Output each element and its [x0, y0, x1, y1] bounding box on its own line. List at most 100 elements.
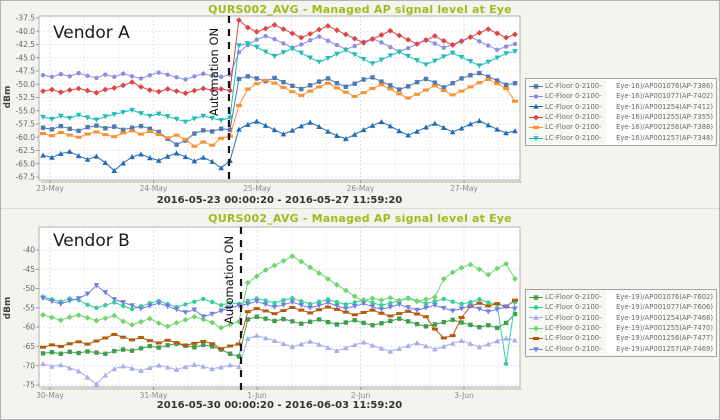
data-point [84, 132, 91, 136]
data-point [272, 37, 277, 42]
data-point [262, 122, 269, 128]
data-point [201, 71, 206, 76]
data-point [281, 297, 286, 303]
data-point [388, 44, 393, 50]
data-point [129, 125, 135, 130]
data-point [138, 76, 144, 81]
legend-marker-hrect-icon [529, 126, 543, 130]
data-point [218, 308, 224, 314]
data-point [155, 133, 162, 137]
data-point [458, 264, 465, 271]
data-point [40, 73, 46, 78]
data-point [467, 121, 474, 127]
data-point [477, 70, 482, 76]
data-point [40, 311, 46, 318]
data-point [227, 305, 233, 311]
data-point [333, 281, 340, 288]
y-tick-label: -37.5 [16, 14, 36, 23]
data-point [351, 304, 358, 310]
data-point [387, 53, 394, 59]
data-point [468, 299, 473, 305]
data-point [503, 44, 509, 49]
data-point [325, 128, 331, 134]
data-point [93, 117, 100, 123]
data-point [494, 307, 500, 313]
data-point [467, 261, 474, 268]
data-point [218, 165, 224, 171]
data-point [40, 125, 46, 130]
data-point [422, 88, 429, 92]
data-point [49, 154, 55, 160]
data-point [494, 78, 500, 83]
data-point [378, 57, 385, 63]
data-point [378, 345, 385, 351]
data-point [440, 343, 447, 349]
data-point [155, 362, 162, 368]
data-point [40, 295, 46, 302]
data-point [387, 304, 394, 310]
data-point [75, 85, 82, 92]
data-point [289, 127, 296, 133]
data-point [476, 344, 483, 350]
data-point [299, 321, 304, 326]
data-point [129, 74, 135, 79]
legend-item: LC-Floor 0-2100- Eye-19)/AP001254(AP-7468… [529, 313, 713, 323]
data-point [262, 302, 269, 308]
data-point [155, 300, 162, 307]
y-tick-label: -47.5 [16, 67, 36, 76]
data-point [458, 315, 465, 319]
data-point [405, 309, 412, 313]
data-point [333, 307, 340, 311]
data-point [334, 347, 340, 353]
data-point [111, 135, 118, 139]
data-point [378, 83, 385, 87]
data-point [352, 300, 357, 305]
data-point [458, 54, 465, 61]
data-point [325, 297, 331, 302]
data-point [405, 305, 411, 311]
data-point [290, 319, 295, 324]
data-point [156, 345, 161, 350]
data-point [85, 73, 90, 78]
legend-marker-triangle-up-icon [529, 315, 543, 321]
legend-label-right: Eye-16)/AP001257(AP-7348) [616, 133, 713, 142]
y-tick-label: -60 [23, 323, 35, 332]
data-point [440, 54, 447, 60]
data-point [102, 133, 109, 137]
legend-item: LC-Floor 0-2100- Eye-19)/AP001077(AP-7606… [529, 302, 713, 312]
data-point [467, 59, 474, 65]
y-tick-label: -57.5 [16, 120, 36, 129]
data-point [298, 341, 305, 347]
data-point [485, 59, 492, 65]
data-point [378, 32, 385, 38]
data-point [147, 364, 153, 370]
data-point [218, 325, 225, 331]
data-point [289, 253, 296, 260]
data-point [227, 127, 233, 133]
data-point [423, 296, 429, 303]
data-point [209, 87, 216, 93]
data-point [280, 85, 287, 89]
data-point [227, 351, 233, 356]
data-point [316, 59, 322, 65]
vendor-b-panel: QURS002_AVG - Managed AP signal level at… [1, 208, 719, 419]
data-point [76, 128, 81, 134]
data-point [218, 302, 224, 308]
data-point [129, 338, 136, 342]
data-point [262, 49, 269, 55]
data-point [93, 153, 100, 159]
data-point [396, 297, 403, 304]
data-point [85, 124, 90, 130]
data-point [414, 92, 421, 96]
data-point [405, 84, 411, 89]
y-tick-label: -75 [23, 381, 35, 390]
data-point [218, 136, 225, 140]
data-point [440, 305, 447, 312]
legend-marker-circle-icon [529, 94, 543, 99]
data-point [129, 365, 135, 371]
data-point [281, 41, 286, 46]
data-point [440, 124, 447, 131]
data-point [253, 118, 260, 124]
data-point [129, 107, 135, 114]
data-point [111, 112, 118, 118]
